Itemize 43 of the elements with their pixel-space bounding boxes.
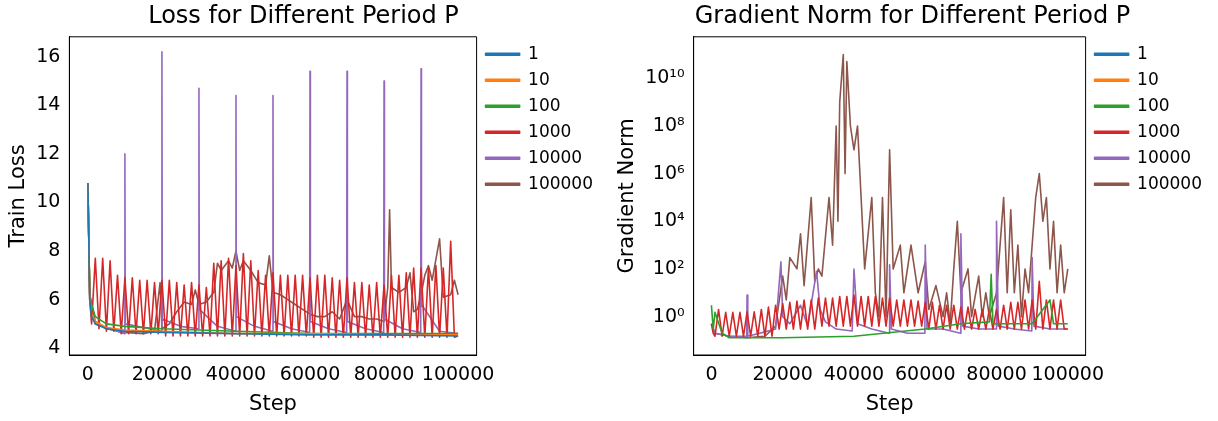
legend-label: 1	[528, 42, 539, 63]
y-tick-label: 16	[36, 43, 61, 66]
y-axis-title: Train Loss	[5, 144, 30, 249]
x-tick-label: 80000	[966, 362, 1027, 385]
x-tick-label: 40000	[823, 362, 885, 385]
y-axis-title: Gradient Norm	[614, 118, 639, 274]
x-tick-label: 100000	[421, 362, 495, 385]
y-tick-label: 10⁴	[652, 208, 685, 231]
y-tick-label: 6	[48, 286, 61, 309]
x-tick-label: 20000	[131, 362, 193, 385]
legend-label: 10	[1137, 68, 1159, 89]
y-tick-label: 8	[48, 237, 61, 260]
legend-label: 100	[528, 94, 561, 115]
y-tick-label: 10⁶	[652, 160, 685, 183]
legend-label: 1	[1137, 42, 1148, 63]
legend-label: 100000	[528, 172, 594, 193]
y-tick-label: 10²	[652, 255, 685, 278]
chart-title: Gradient Norm for Different Period P	[694, 0, 1131, 29]
legend-label: 1000	[1137, 120, 1181, 141]
y-tick-label: 4	[48, 335, 61, 358]
legend-label: 100	[1137, 94, 1170, 115]
x-axis-title: Step	[249, 390, 297, 415]
legend-label: 10	[528, 68, 550, 89]
y-tick-label: 10	[36, 189, 61, 212]
legend-label: 10000	[528, 146, 583, 167]
x-tick-label: 100000	[1031, 362, 1105, 385]
y-tick-label: 14	[36, 92, 61, 115]
chart-title: Loss for Different Period P	[148, 0, 459, 29]
y-tick-label: 12	[36, 140, 61, 163]
legend-label: 10000	[1137, 146, 1192, 167]
x-tick-label: 60000	[279, 362, 341, 385]
x-tick-label: 80000	[353, 362, 415, 385]
x-tick-label: 60000	[895, 362, 956, 385]
y-tick-label: 10⁸	[652, 112, 685, 135]
x-tick-label: 20000	[752, 362, 813, 385]
y-tick-label: 10¹⁰	[645, 65, 685, 88]
legend-label: 1000	[528, 120, 572, 141]
x-tick-label: 40000	[205, 362, 267, 385]
x-tick-label: 0	[81, 362, 94, 385]
x-tick-label: 0	[705, 362, 718, 385]
y-tick-label: 10⁰	[652, 303, 685, 326]
x-axis-title: Step	[865, 390, 914, 415]
legend-label: 100000	[1137, 172, 1203, 193]
